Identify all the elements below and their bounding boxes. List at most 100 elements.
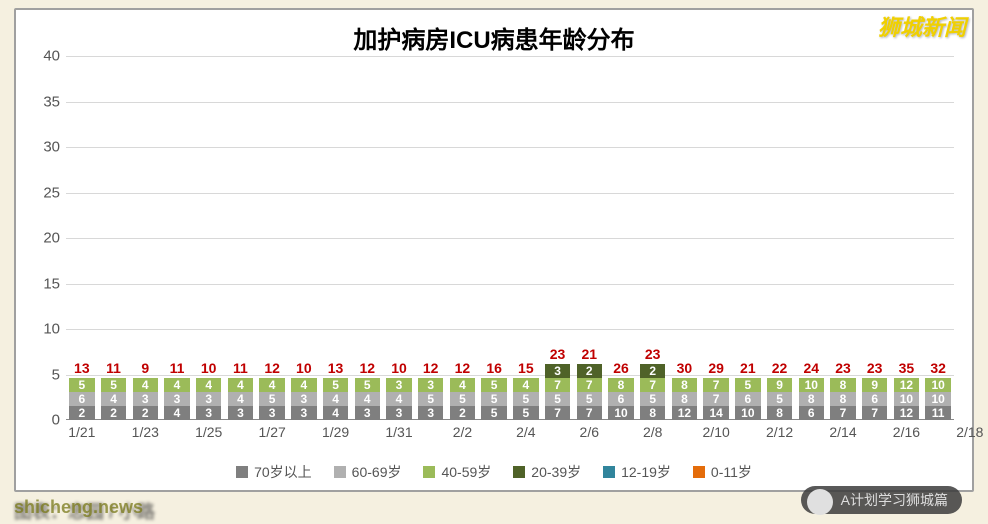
y-axis-label: 30	[43, 139, 60, 156]
bar-segment: 5	[640, 392, 665, 406]
bar-total-label: 12	[359, 360, 375, 376]
bar-segment: 4	[513, 378, 538, 392]
legend-swatch	[693, 466, 705, 478]
bar-segment: 7	[830, 406, 855, 420]
bar-segment: 5	[481, 392, 506, 406]
bar-segment: 4	[228, 378, 253, 392]
bar-segment: 5	[577, 392, 602, 406]
bar-column: 147729	[703, 378, 728, 420]
bar-total-label: 13	[328, 360, 344, 376]
bar-column: 757323	[545, 364, 570, 420]
bar-segment: 8	[672, 378, 697, 392]
bar-segment: 6	[799, 406, 824, 420]
bar-total-label: 16	[486, 360, 502, 376]
bar-column: 33410	[291, 378, 316, 420]
bar-total-label: 30	[677, 360, 693, 376]
bar-total-label: 24	[803, 360, 819, 376]
bar-total-label: 10	[391, 360, 407, 376]
x-axis-label: 2/16	[893, 424, 920, 440]
bar-total-label: 29	[708, 360, 724, 376]
bar-segment: 5	[545, 392, 570, 406]
bar-segment: 8	[830, 392, 855, 406]
bar-column: 76923	[862, 378, 887, 420]
bar-segment: 4	[164, 406, 189, 420]
legend-label: 70岁以上	[254, 462, 312, 482]
chart-card: 加护病房ICU病患年龄分布 0510152025303540 265132451…	[14, 8, 974, 492]
x-axis-label: 1/29	[322, 424, 349, 440]
bar-column: 33410	[196, 378, 221, 420]
bar-segment: 2	[577, 364, 602, 378]
bar-segment: 5	[767, 392, 792, 406]
bar-column: 78823	[830, 378, 855, 420]
bar-segment: 4	[133, 378, 158, 392]
watermark-bottom-right: A计划学习狮城篇	[801, 486, 962, 514]
bar-total-label: 23	[550, 346, 566, 362]
bar-segment: 10	[925, 392, 950, 406]
bar-total-label: 35	[899, 360, 915, 376]
bar-column: 12101235	[894, 378, 919, 420]
bar-segment: 5	[259, 392, 284, 406]
bar-segment: 5	[101, 378, 126, 392]
bar-column: 24511	[101, 378, 126, 420]
y-axis-label: 40	[43, 48, 60, 65]
legend-swatch	[513, 466, 525, 478]
x-axis-label: 1/31	[385, 424, 412, 440]
bar-total-label: 23	[867, 360, 883, 376]
bar-total-label: 10	[201, 360, 217, 376]
watermark-top-right: 狮城新闻	[878, 10, 966, 42]
bar-column: 34411	[228, 378, 253, 420]
legend-item: 0-11岁	[693, 462, 752, 482]
bar-total-label: 23	[835, 360, 851, 376]
bar-segment: 7	[545, 406, 570, 420]
x-axis-label: 2/10	[703, 424, 730, 440]
y-axis-label: 35	[43, 93, 60, 110]
bar-segment: 5	[450, 392, 475, 406]
bar-segment: 5	[481, 378, 506, 392]
legend: 70岁以上60-69岁40-59岁20-39岁12-19岁0-11岁	[16, 462, 972, 482]
bar-segment: 12	[894, 378, 919, 392]
y-axis-label: 20	[43, 230, 60, 247]
bar-total-label: 21	[581, 346, 597, 362]
x-axis-label: 2/6	[580, 424, 599, 440]
bar-segment: 10	[799, 378, 824, 392]
bar-column: 26513	[69, 378, 94, 420]
bar-segment: 10	[735, 406, 760, 420]
bar-column: 35412	[259, 378, 284, 420]
x-axis-label: 1/21	[68, 424, 95, 440]
bar-segment: 6	[608, 392, 633, 406]
bar-segment: 5	[513, 406, 538, 420]
bar-segment: 3	[545, 364, 570, 378]
bar-segment: 5	[513, 392, 538, 406]
legend-item: 60-69岁	[334, 462, 402, 482]
bar-segment: 5	[323, 378, 348, 392]
bar-column: 2349	[133, 378, 158, 420]
bars-container: 2651324511234943411334103441135412334104…	[66, 56, 954, 420]
legend-label: 60-69岁	[352, 462, 402, 482]
legend-label: 0-11岁	[711, 462, 752, 482]
legend-label: 20-39岁	[531, 462, 581, 482]
y-axis-label: 5	[52, 366, 60, 383]
bar-column: 43411	[164, 378, 189, 420]
bar-segment: 8	[640, 406, 665, 420]
bar-segment: 10	[925, 378, 950, 392]
bar-total-label: 21	[740, 360, 756, 376]
bar-segment: 7	[545, 378, 570, 392]
bar-segment: 5	[418, 392, 443, 406]
bar-total-label: 11	[170, 360, 185, 376]
bar-segment: 7	[703, 378, 728, 392]
bar-segment: 9	[862, 378, 887, 392]
bar-segment: 7	[703, 392, 728, 406]
legend-swatch	[236, 466, 248, 478]
bar-segment: 4	[101, 392, 126, 406]
bar-column: 44513	[323, 378, 348, 420]
bar-segment: 5	[481, 406, 506, 420]
bar-column: 106826	[608, 378, 633, 420]
legend-item: 40-59岁	[423, 462, 491, 482]
bar-segment: 3	[196, 392, 221, 406]
bar-total-label: 10	[296, 360, 312, 376]
bar-segment: 6	[69, 392, 94, 406]
watermark-bottom-left: shicheng.news	[14, 497, 143, 518]
bar-segment: 3	[418, 406, 443, 420]
bar-segment: 4	[323, 406, 348, 420]
y-axis-label: 10	[43, 321, 60, 338]
